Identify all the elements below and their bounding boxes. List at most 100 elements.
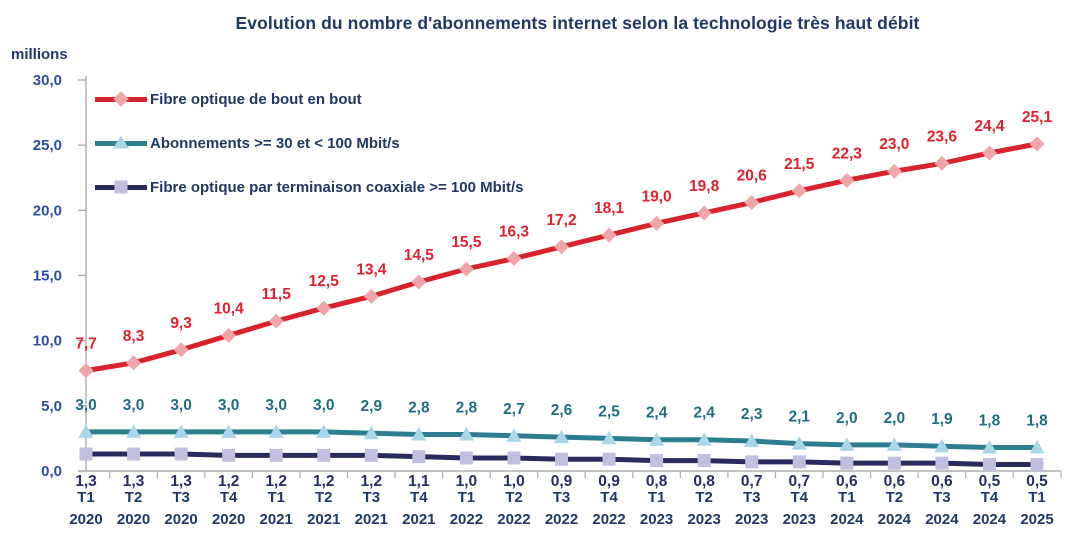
triangle-marker-icon bbox=[458, 427, 474, 441]
x-tick-quarter-label: T4 bbox=[790, 489, 808, 506]
triangle-marker-icon bbox=[696, 432, 712, 446]
data-label: 1,2 bbox=[265, 473, 287, 490]
x-tick-year-label: 2023 bbox=[640, 511, 673, 528]
data-label: 2,5 bbox=[598, 403, 620, 420]
square-marker-icon bbox=[650, 454, 664, 468]
y-tick-label: 20,0 bbox=[33, 202, 62, 219]
y-tick-label: 30,0 bbox=[33, 72, 62, 89]
diamond-marker-icon bbox=[554, 239, 569, 255]
diamond-marker-icon bbox=[458, 261, 474, 277]
square-marker-icon bbox=[364, 448, 378, 462]
square-marker-icon bbox=[269, 448, 283, 462]
square-marker-icon bbox=[745, 455, 759, 469]
square-marker-icon bbox=[602, 452, 616, 466]
data-label: 1,3 bbox=[123, 473, 145, 490]
diamond-marker-icon bbox=[649, 215, 665, 231]
data-label: 19,0 bbox=[642, 188, 672, 205]
data-label: 23,0 bbox=[879, 136, 909, 153]
series-abonnements-30-100: 3,0 3,0 3,0 3,0 3,0 3,0 2,9 2,8 2,8 2,7 2,6 2,5 2,4 2… bbox=[75, 397, 1048, 454]
x-tick-year-label: 2025 bbox=[1020, 511, 1053, 528]
x-tick-year-label: 2022 bbox=[497, 511, 530, 528]
data-label: 23,6 bbox=[927, 128, 958, 145]
data-label: 3,0 bbox=[170, 397, 192, 414]
data-label: 2,8 bbox=[408, 400, 430, 417]
data-label: 15,5 bbox=[451, 234, 482, 251]
square-marker-icon bbox=[507, 451, 521, 465]
y-tick-label: 25,0 bbox=[33, 137, 62, 154]
x-tick-quarter-label: T4 bbox=[600, 489, 618, 506]
data-label: 2,7 bbox=[503, 401, 525, 418]
x-tick-quarter-label: T1 bbox=[838, 489, 856, 506]
diamond-marker-icon bbox=[363, 288, 379, 304]
x-tick-year-label: 2024 bbox=[973, 511, 1007, 528]
square-marker-icon bbox=[555, 452, 568, 466]
data-label: 1,2 bbox=[218, 473, 240, 490]
red-diamond-line-swatch-icon bbox=[95, 88, 147, 110]
triangle-marker-icon bbox=[934, 438, 950, 453]
data-label: 0,9 bbox=[551, 473, 573, 490]
data-label: 2,6 bbox=[551, 402, 573, 419]
data-label: 7,7 bbox=[75, 336, 97, 353]
diamond-marker-icon bbox=[113, 91, 129, 107]
navy-square-line-swatch-icon bbox=[95, 176, 147, 198]
data-label: 2,9 bbox=[361, 398, 383, 415]
data-label: 2,0 bbox=[884, 410, 906, 427]
data-label: 11,5 bbox=[262, 286, 292, 303]
legend-item-fibre-terminaison-coaxiale: Fibre optique par terminaison coaxiale >… bbox=[95, 176, 615, 198]
x-tick-year-label: 2022 bbox=[450, 511, 483, 528]
data-label: 0,9 bbox=[598, 473, 620, 490]
x-tick-quarter-label: T1 bbox=[77, 489, 95, 506]
data-label: 0,6 bbox=[884, 473, 906, 490]
data-label: 1,2 bbox=[361, 473, 383, 490]
diamond-marker-icon bbox=[601, 227, 617, 243]
data-label: 13,4 bbox=[356, 261, 387, 278]
x-tick-quarter-label: T4 bbox=[410, 489, 428, 506]
x-tick-year-label: 2021 bbox=[355, 511, 388, 528]
triangle-marker-icon bbox=[113, 135, 129, 149]
diamond-marker-icon bbox=[221, 327, 237, 343]
x-tick-year-label: 2023 bbox=[735, 511, 768, 528]
y-tick-label: 0,0 bbox=[41, 463, 62, 480]
diamond-marker-icon bbox=[173, 342, 189, 358]
data-label: 16,3 bbox=[499, 224, 530, 241]
diamond-marker-icon bbox=[696, 205, 712, 221]
diamond-marker-icon bbox=[839, 172, 855, 188]
data-label: 0,5 bbox=[979, 473, 1001, 490]
triangle-marker-icon bbox=[981, 440, 997, 454]
data-label: 0,6 bbox=[836, 473, 858, 490]
data-label: 2,3 bbox=[741, 406, 763, 423]
data-label: 3,0 bbox=[218, 397, 240, 414]
diamond-marker-icon bbox=[316, 300, 332, 316]
diamond-marker-icon bbox=[934, 155, 950, 171]
legend-label: Fibre optique de bout en bout bbox=[150, 90, 362, 108]
data-label: 2,4 bbox=[646, 405, 668, 422]
x-tick-year-label: 2022 bbox=[545, 511, 578, 528]
x-tick-quarter-label: T2 bbox=[695, 489, 713, 506]
square-marker-icon bbox=[459, 451, 473, 465]
triangle-marker-icon bbox=[78, 424, 94, 438]
triangle-marker-icon bbox=[173, 424, 189, 438]
x-tick-year-label: 2020 bbox=[69, 511, 102, 528]
x-tick-year-label: 2023 bbox=[687, 511, 720, 528]
data-label: 20,6 bbox=[737, 168, 768, 185]
x-tick-year-label: 2024 bbox=[830, 511, 864, 528]
square-marker-icon bbox=[792, 455, 806, 469]
data-label: 2,8 bbox=[456, 400, 478, 417]
data-label: 3,0 bbox=[313, 397, 335, 414]
x-tick-quarter-label: T2 bbox=[315, 489, 333, 506]
data-label: 1,1 bbox=[408, 473, 430, 490]
x-tick-quarter-label: T2 bbox=[505, 489, 523, 506]
triangle-marker-icon bbox=[839, 437, 855, 451]
square-marker-icon bbox=[887, 456, 901, 470]
x-tick-quarter-label: T4 bbox=[981, 489, 999, 506]
data-label: 1,2 bbox=[313, 473, 335, 490]
data-label: 0,6 bbox=[931, 473, 953, 490]
data-label: 0,8 bbox=[646, 473, 668, 490]
x-tick-quarter-label: T4 bbox=[220, 489, 238, 506]
y-tick-label: 5,0 bbox=[41, 398, 62, 415]
square-marker-icon bbox=[1030, 457, 1044, 471]
square-marker-icon bbox=[174, 447, 188, 461]
x-tick-quarter-label: T1 bbox=[458, 489, 476, 506]
data-label: 0,7 bbox=[741, 473, 763, 490]
